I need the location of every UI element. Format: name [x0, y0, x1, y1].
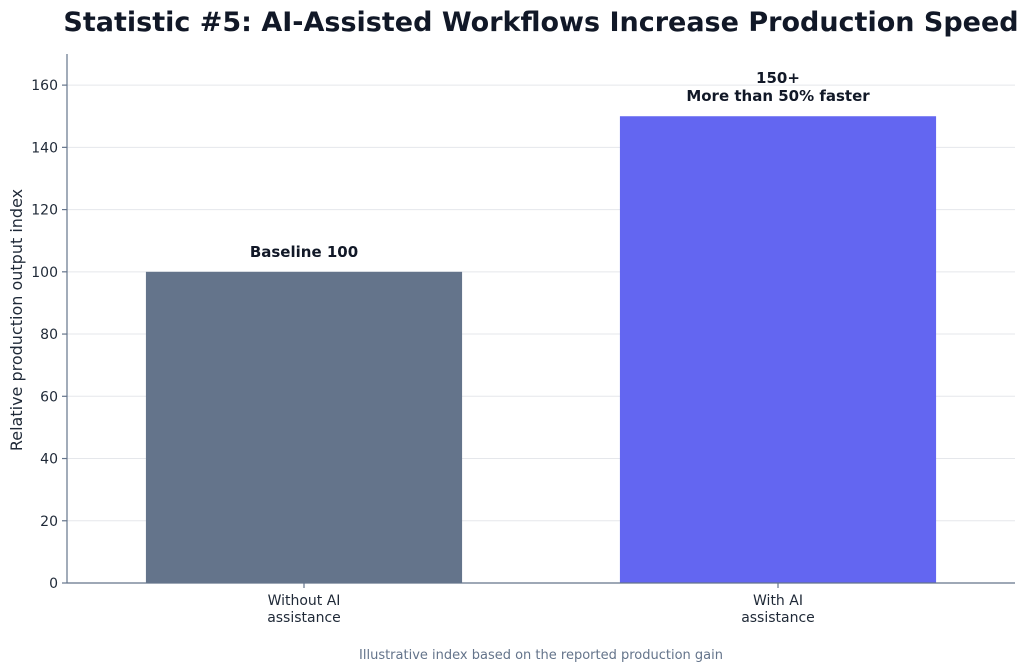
- data-label: Baseline 100: [250, 243, 358, 261]
- footnote: Illustrative index based on the reported…: [359, 648, 723, 663]
- y-tick-label: 0: [49, 576, 58, 592]
- x-tick-labels: Without AI assistance With AI assistance: [267, 583, 815, 626]
- bar: [619, 116, 937, 583]
- x-tick-label: With AI assistance: [741, 593, 815, 626]
- axes: [66, 54, 1015, 584]
- y-tick-labels: 0 20 40 60 80 100 120 140 160: [31, 78, 67, 592]
- y-tick-label: 160: [31, 78, 58, 94]
- y-tick-label: 100: [31, 265, 58, 281]
- y-tick-label: 120: [31, 203, 58, 219]
- data-label: 150+ More than 50% faster: [686, 69, 870, 105]
- y-tick-label: 60: [40, 389, 58, 405]
- data-labels: Baseline 100 150+ More than 50% faster: [250, 69, 870, 261]
- y-tick-label: 40: [40, 452, 58, 468]
- y-tick-label: 140: [31, 140, 58, 156]
- x-tick-label: Without AI assistance: [267, 593, 341, 626]
- chart-title: Statistic #5: AI-Assisted Workflows Incr…: [63, 7, 1018, 38]
- y-tick-label: 80: [40, 327, 58, 343]
- y-axis-label: Relative production output index: [7, 189, 26, 451]
- bars: [145, 116, 937, 583]
- y-tick-label: 20: [40, 514, 58, 530]
- bar: [145, 271, 463, 583]
